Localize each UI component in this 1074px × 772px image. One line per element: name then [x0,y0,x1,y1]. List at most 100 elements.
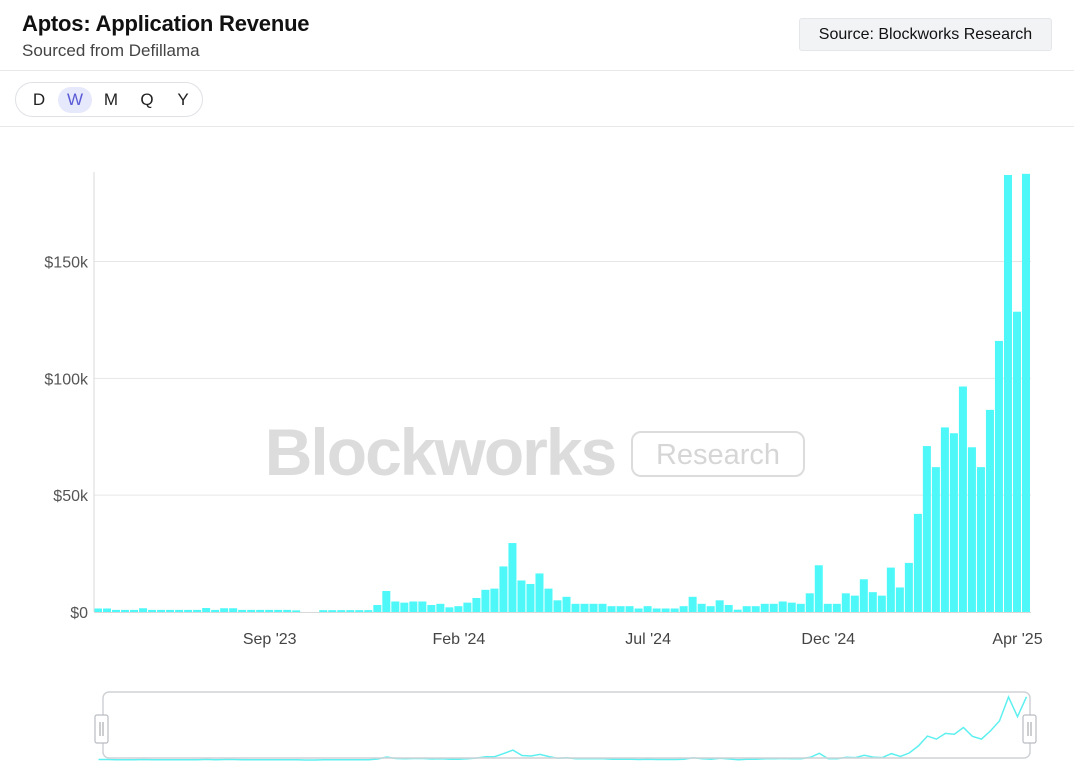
bar[interactable] [445,607,454,612]
bar[interactable] [400,602,409,612]
bar[interactable] [355,610,364,612]
bar[interactable] [931,467,940,612]
bar[interactable] [382,590,391,612]
bar[interactable] [1003,175,1012,612]
bar[interactable] [553,600,562,612]
range-navigator[interactable] [0,680,1074,772]
bar[interactable] [760,603,769,612]
bar[interactable] [1012,311,1021,612]
bar[interactable] [895,587,904,612]
bar[interactable] [1021,173,1030,612]
bar[interactable] [607,606,616,612]
bar[interactable] [220,608,229,612]
bar[interactable] [670,608,679,612]
bar[interactable] [166,609,175,612]
navigator-right-handle[interactable] [1022,714,1037,744]
bar[interactable] [571,603,580,612]
bar[interactable] [589,603,598,612]
bar[interactable] [463,602,472,612]
bar[interactable] [265,609,274,612]
bar[interactable] [499,566,508,612]
bar[interactable] [490,588,499,612]
bar[interactable] [994,340,1003,612]
bar[interactable] [904,562,913,612]
bar[interactable] [769,603,778,612]
bar[interactable] [454,606,463,612]
bar[interactable] [562,596,571,612]
bar[interactable] [976,467,985,612]
bar[interactable] [112,609,121,612]
bar[interactable] [391,601,400,612]
bar[interactable] [418,601,427,612]
bar[interactable] [733,609,742,612]
bar[interactable] [850,595,859,612]
bar[interactable] [211,609,220,612]
bar[interactable] [544,588,553,612]
bar[interactable] [616,606,625,612]
bar[interactable] [256,609,265,612]
bar[interactable] [841,593,850,612]
bar[interactable] [949,433,958,612]
navigator-window[interactable] [102,691,1031,759]
bar[interactable] [580,603,589,612]
bar[interactable] [328,610,337,612]
bar[interactable] [526,583,535,612]
bar[interactable] [346,610,355,612]
bar[interactable] [913,513,922,612]
period-option-d[interactable]: D [32,89,46,109]
bar[interactable] [886,567,895,612]
bar[interactable] [823,603,832,612]
bar[interactable] [427,604,436,612]
bar[interactable] [967,447,976,612]
bar[interactable] [787,602,796,612]
bar[interactable] [517,580,526,612]
period-option-w[interactable]: W [58,86,92,113]
bar[interactable] [778,601,787,612]
bar[interactable] [679,606,688,612]
bar[interactable] [508,543,517,612]
bar[interactable] [319,610,328,612]
bar[interactable] [481,589,490,612]
bar[interactable] [535,573,544,612]
bar[interactable] [661,608,670,612]
bar[interactable] [130,609,139,612]
bar[interactable] [877,595,886,612]
bar[interactable] [292,610,301,612]
bar[interactable] [805,593,814,612]
bar[interactable] [337,610,346,612]
bar[interactable] [148,609,157,612]
bar[interactable] [157,609,166,612]
bar[interactable] [94,608,103,612]
bar[interactable] [958,386,967,612]
bar[interactable] [175,609,184,612]
period-option-y[interactable]: Y [177,89,189,109]
navigator-left-handle[interactable] [94,714,109,744]
bar[interactable] [373,604,382,612]
bar[interactable] [796,603,805,612]
bar[interactable] [436,603,445,612]
bar[interactable] [715,600,724,612]
bar[interactable] [238,609,247,612]
period-option-m[interactable]: M [103,89,119,109]
bar[interactable] [283,609,292,612]
bar[interactable] [697,603,706,612]
bar[interactable] [859,579,868,612]
bar[interactable] [652,608,661,612]
bar[interactable] [643,606,652,612]
bar[interactable] [832,603,841,612]
bar[interactable] [706,606,715,612]
bar[interactable] [229,608,238,612]
bar[interactable] [985,409,994,612]
bar[interactable] [742,606,751,612]
bar[interactable] [724,604,733,612]
bar[interactable] [139,608,148,612]
bar[interactable] [409,601,418,612]
bar[interactable] [751,606,760,612]
bar[interactable] [598,603,607,612]
bar[interactable] [472,597,481,612]
bar[interactable] [922,446,931,612]
bar[interactable] [634,608,643,612]
bar[interactable] [103,608,112,612]
bar[interactable] [868,592,877,612]
bar[interactable] [193,609,202,612]
